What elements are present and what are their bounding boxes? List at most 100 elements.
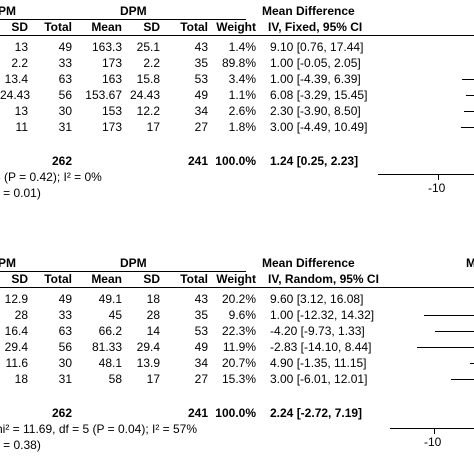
cell-n1: 63 (58, 72, 72, 86)
cell-n2: 49 (194, 340, 208, 354)
cell-sd2: 2.2 (143, 56, 160, 70)
cell-n2: 34 (194, 104, 208, 118)
cell-sd2: 17 (146, 372, 160, 386)
heterogeneity-text: 5 (P = 0.42); I² = 0% (0, 170, 102, 184)
cell-mean-difference: 4.90 [-1.35, 11.15] (270, 356, 367, 370)
cell-sd2: 12.2 (136, 104, 160, 118)
total-n1: 262 (51, 154, 72, 168)
cell-weight: 11.9% (222, 340, 256, 354)
col-sd1-2: SD (11, 272, 28, 286)
cell-weight: 20.2% (221, 292, 256, 306)
cell-n2: 43 (194, 292, 208, 306)
x-axis-1 (378, 174, 474, 175)
cell-sd1: 16.4 (4, 324, 28, 338)
ci-line (416, 347, 474, 348)
cell-n1: 31 (58, 120, 72, 134)
cell-mean2: 173 (101, 120, 122, 134)
cell-n1: 49 (58, 292, 72, 306)
cell-sd2: 28 (146, 308, 160, 322)
col-mean2: Mean (91, 20, 122, 34)
cell-weight: 1.4% (228, 40, 256, 54)
x-axis-2 (390, 428, 474, 429)
ci-line (461, 79, 474, 80)
cell-n2: 43 (194, 40, 208, 54)
ci-line (470, 363, 474, 364)
total-md: 1.24 [0.25, 2.23] (270, 154, 359, 168)
cell-mean-difference: 9.60 [3.12, 16.08] (270, 292, 364, 306)
x-tick-mark-2 (434, 428, 435, 434)
cell-sd1: 13.4 (4, 72, 28, 86)
md-subtitle: IV, Fixed, 95% CI (268, 20, 363, 34)
cell-n2: 53 (194, 324, 208, 338)
right-panel-header: M (466, 256, 474, 270)
group-rule-3 (0, 271, 146, 272)
cell-sd1: 11 (15, 120, 28, 134)
ci-line (466, 95, 474, 96)
cell-n1: 30 (58, 356, 72, 370)
cell-mean2: 153.67 (85, 88, 122, 102)
cell-mean-difference: 1.00 [-0.05, 2.05] (270, 56, 361, 70)
cell-weight: 2.6% (228, 104, 256, 118)
cell-sd1: 11.6 (5, 356, 28, 370)
header-rule (0, 35, 474, 36)
cell-n2: 53 (194, 72, 208, 86)
cell-mean-difference: 6.08 [-3.29, 15.45] (270, 88, 368, 102)
cell-sd2: 25.1 (136, 40, 160, 54)
cell-sd2: 29.4 (136, 340, 160, 354)
overall-effect-text-2: P = 0.38) (0, 438, 41, 452)
cell-n1: 33 (58, 56, 72, 70)
md-title: Mean Difference (262, 4, 355, 18)
col-weight: Weight (216, 20, 256, 34)
cell-sd2: 17 (146, 120, 160, 134)
cell-weight: 20.7% (221, 356, 256, 370)
cell-sd1: 13 (14, 104, 28, 118)
cell-mean2: 49.1 (98, 292, 122, 306)
cell-n1: 56 (58, 88, 72, 102)
cell-mean2: 45 (108, 308, 122, 322)
cell-sd2: 13.9 (136, 356, 160, 370)
group-rule-2 (118, 19, 246, 20)
col-weight-2: Weight (216, 272, 256, 286)
x-tick-mark-1 (438, 174, 439, 180)
cell-n1: 33 (58, 308, 72, 322)
cell-sd1: 28 (14, 308, 28, 322)
cell-sd1: 2.2 (11, 56, 28, 70)
cell-mean-difference: 9.10 [0.76, 17.44] (270, 40, 364, 54)
col-total1-2: Total (44, 272, 72, 286)
cell-mean2: 48.1 (98, 356, 122, 370)
cell-sd1: 12.9 (4, 292, 28, 306)
total-weight-2: 100.0% (215, 406, 256, 420)
group1-header: EPM (0, 4, 17, 18)
ci-line (461, 127, 474, 128)
cell-weight: 1.1% (228, 88, 256, 102)
cell-mean2: 81.33 (91, 340, 122, 354)
col-total1: Total (44, 20, 72, 34)
total-md-2: 2.24 [-2.72, 7.19] (270, 406, 363, 420)
cell-sd2: 14 (146, 324, 160, 338)
cell-sd2: 18 (146, 292, 160, 306)
ci-line (463, 111, 474, 112)
cell-sd1: 13 (14, 40, 28, 54)
ci-line (450, 379, 474, 380)
cell-mean-difference: 3.00 [-6.01, 12.01] (270, 372, 368, 386)
col-mean2-2: Mean (91, 272, 122, 286)
cell-sd1: 18 (14, 372, 28, 386)
cell-sd1: 24.43 (0, 88, 31, 102)
group-rule-1 (0, 19, 146, 20)
cell-n2: 34 (194, 356, 208, 370)
header-rule-2 (0, 287, 474, 288)
cell-n2: 27 (194, 120, 208, 134)
cell-n1: 30 (58, 104, 72, 118)
ci-line (435, 331, 474, 332)
md-title-2: Mean Difference (262, 256, 355, 270)
cell-weight: 89.8% (221, 56, 256, 70)
cell-weight: 9.6% (228, 308, 256, 322)
cell-mean2: 163 (101, 72, 122, 86)
cell-mean2: 153 (101, 104, 122, 118)
heterogeneity-text-2: hi² = 11.69, df = 5 (P = 0.04); I² = 57% (0, 422, 198, 436)
total-n2-2: 241 (187, 406, 208, 420)
col-total2-2: Total (180, 272, 208, 286)
cell-mean-difference: -2.83 [-14.10, 8.44] (270, 340, 372, 354)
group1-header-2: EPM (0, 256, 17, 270)
col-total2: Total (180, 20, 208, 34)
